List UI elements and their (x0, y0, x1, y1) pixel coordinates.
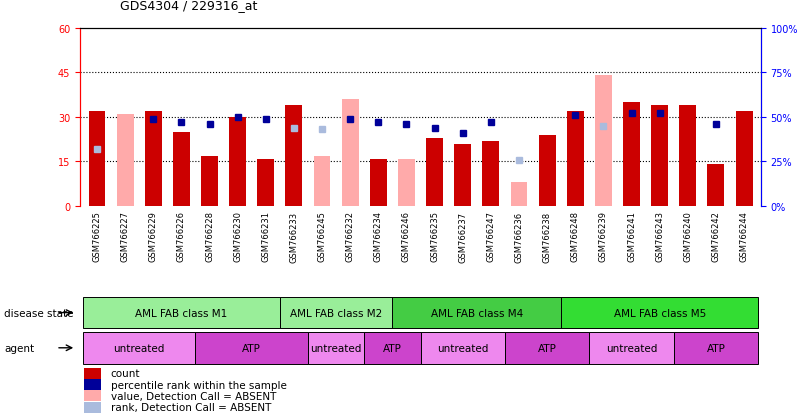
Bar (285, 106, 302, 206)
Bar (707, 165, 724, 206)
Bar (595, 76, 612, 206)
Bar (257, 159, 274, 206)
Bar (426, 138, 443, 206)
Bar (590, 332, 674, 364)
Text: ATP: ATP (537, 343, 557, 353)
Bar (280, 297, 392, 329)
Text: value, Detection Call = ABSENT: value, Detection Call = ABSENT (111, 391, 276, 401)
Text: percentile rank within the sample: percentile rank within the sample (111, 380, 287, 389)
Text: GSM766234: GSM766234 (374, 211, 383, 262)
Text: AML FAB class M1: AML FAB class M1 (135, 308, 227, 318)
Text: disease state: disease state (4, 308, 74, 318)
Bar (370, 159, 387, 206)
Bar (651, 106, 668, 206)
Bar (145, 112, 162, 206)
Text: count: count (111, 368, 140, 378)
Bar (674, 332, 758, 364)
Bar (308, 332, 364, 364)
Bar (83, 379, 101, 390)
Bar (539, 135, 556, 206)
Bar (562, 297, 758, 329)
Bar (398, 159, 415, 206)
Bar (83, 402, 101, 413)
Text: GSM766235: GSM766235 (430, 211, 439, 262)
Bar (392, 297, 562, 329)
Text: GSM766240: GSM766240 (683, 211, 692, 262)
Text: agent: agent (4, 343, 34, 353)
Text: GSM766232: GSM766232 (346, 211, 355, 262)
Text: ATP: ATP (242, 343, 261, 353)
Bar (679, 106, 696, 206)
Text: GSM766233: GSM766233 (289, 211, 299, 262)
Bar (364, 332, 421, 364)
Text: untreated: untreated (606, 343, 657, 353)
Text: GSM766225: GSM766225 (92, 211, 102, 262)
Text: GSM766241: GSM766241 (627, 211, 636, 262)
Bar (201, 156, 218, 206)
Text: GSM766242: GSM766242 (711, 211, 720, 262)
Text: GSM766230: GSM766230 (233, 211, 242, 262)
Text: GSM766239: GSM766239 (599, 211, 608, 262)
Text: GSM766227: GSM766227 (121, 211, 130, 262)
Bar (342, 100, 359, 206)
Text: AML FAB class M5: AML FAB class M5 (614, 308, 706, 318)
Text: GSM766231: GSM766231 (261, 211, 270, 262)
Text: GSM766238: GSM766238 (542, 211, 552, 262)
Bar (229, 118, 246, 206)
Bar (510, 183, 527, 206)
Bar (195, 332, 308, 364)
Bar (83, 391, 101, 401)
Text: GDS4304 / 229316_at: GDS4304 / 229316_at (120, 0, 258, 12)
Bar (421, 332, 505, 364)
Bar (83, 297, 280, 329)
Bar (482, 141, 499, 206)
Text: GSM766245: GSM766245 (317, 211, 327, 262)
Text: GSM766247: GSM766247 (486, 211, 495, 262)
Text: ATP: ATP (706, 343, 726, 353)
Bar (735, 112, 752, 206)
Text: GSM766226: GSM766226 (177, 211, 186, 262)
Text: GSM766244: GSM766244 (739, 211, 749, 262)
Text: GSM766246: GSM766246 (402, 211, 411, 262)
Bar (314, 156, 331, 206)
Bar (83, 332, 195, 364)
Text: GSM766236: GSM766236 (514, 211, 524, 262)
Text: rank, Detection Call = ABSENT: rank, Detection Call = ABSENT (111, 402, 271, 412)
Bar (83, 368, 101, 379)
Bar (567, 112, 584, 206)
Text: GSM766237: GSM766237 (458, 211, 467, 262)
Text: ATP: ATP (383, 343, 402, 353)
Text: GSM766248: GSM766248 (571, 211, 580, 262)
Bar (623, 103, 640, 206)
Bar (89, 112, 106, 206)
Bar (117, 115, 134, 206)
Text: AML FAB class M4: AML FAB class M4 (431, 308, 523, 318)
Text: untreated: untreated (114, 343, 165, 353)
Text: untreated: untreated (437, 343, 489, 353)
Text: untreated: untreated (311, 343, 362, 353)
Bar (505, 332, 590, 364)
Text: GSM766228: GSM766228 (205, 211, 214, 262)
Text: AML FAB class M2: AML FAB class M2 (290, 308, 382, 318)
Text: GSM766243: GSM766243 (655, 211, 664, 262)
Text: GSM766229: GSM766229 (149, 211, 158, 262)
Bar (173, 133, 190, 206)
Bar (454, 144, 471, 206)
